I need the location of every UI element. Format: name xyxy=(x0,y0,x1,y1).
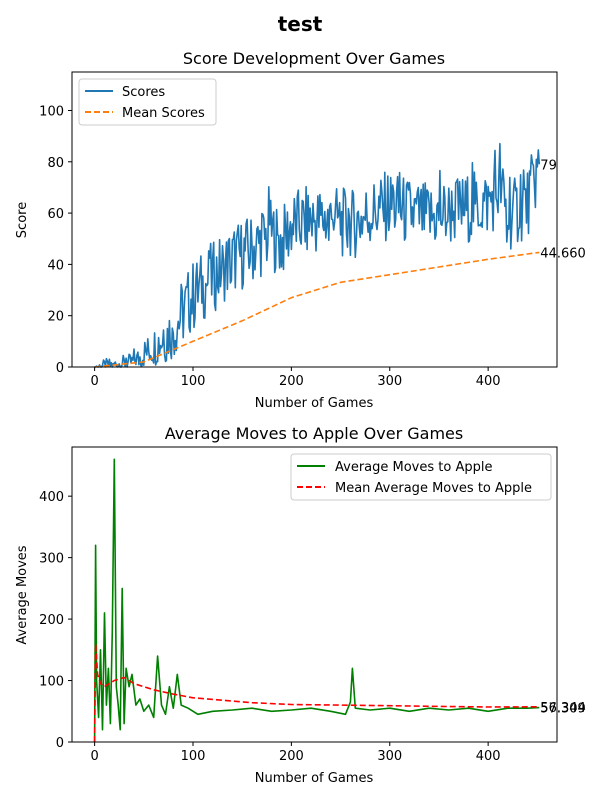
series-line-mean-scores xyxy=(94,251,540,368)
series-layer xyxy=(93,458,540,743)
series-line-average-moves-to-apple xyxy=(93,458,540,743)
legend-box xyxy=(290,453,552,501)
y-tick-label: 0 xyxy=(56,736,64,751)
y-axis-label: Average Moves xyxy=(15,545,30,644)
x-tick-label: 400 xyxy=(476,749,501,764)
y-tick-label: 100 xyxy=(39,675,64,690)
series-line-mean-average-moves-to-apple xyxy=(93,642,540,743)
x-tick-label: 300 xyxy=(377,749,402,764)
y-tick-label: 400 xyxy=(39,490,64,505)
x-tick-label: 300 xyxy=(377,374,402,389)
x-tick-label: 100 xyxy=(181,749,206,764)
end-value-label-average-moves-to-apple: 57.309 xyxy=(540,702,586,717)
y-tick-label: 200 xyxy=(39,613,64,628)
y-tick-label: 80 xyxy=(47,156,64,171)
average-moves-chart: Average Moves to Apple Over Games 0 100 20… xyxy=(15,424,586,786)
series-layer xyxy=(94,142,541,368)
x-tick-label: 200 xyxy=(279,749,304,764)
legend-label-mean-scores: Mean Scores xyxy=(122,106,205,121)
end-value-label-scores: 79 xyxy=(540,158,557,173)
legend-label-scores: Scores xyxy=(122,85,165,100)
x-tick-label: 100 xyxy=(181,374,206,389)
y-tick-label: 40 xyxy=(47,258,64,273)
x-tick-label: 0 xyxy=(90,374,98,389)
x-tick-label: 400 xyxy=(476,374,501,389)
ticks-layer: 0 100 200 300 400 0 20 40 60 80 100 xyxy=(39,104,500,389)
legend-box xyxy=(78,78,217,126)
x-tick-label: 0 xyxy=(90,749,98,764)
y-axis-label: Score xyxy=(15,202,30,238)
end-value-label-mean-scores: 44.660 xyxy=(540,246,586,261)
series-line-scores xyxy=(94,142,541,368)
end-value-label-mean-average-moves-to-apple: 56.344 xyxy=(540,701,586,716)
y-tick-label: 20 xyxy=(47,310,64,325)
ticks-layer: 0 100 200 300 400 0 100 200 300 400 xyxy=(39,490,500,764)
legend: Average Moves to Apple Mean Average Move… xyxy=(290,453,552,501)
y-tick-label: 60 xyxy=(47,207,64,222)
plot-frame xyxy=(71,71,558,368)
x-tick-label: 200 xyxy=(279,374,304,389)
legend-label-mean-average-moves: Mean Average Moves to Apple xyxy=(335,481,532,496)
y-tick-label: 100 xyxy=(39,104,64,119)
y-tick-label: 300 xyxy=(39,552,64,567)
plot-frame xyxy=(71,446,558,743)
x-axis-label: Number of Games xyxy=(255,396,374,411)
legend: Scores Mean Scores xyxy=(78,78,217,126)
chart-title: Average Moves to Apple Over Games xyxy=(165,424,463,443)
chart-title: Score Development Over Games xyxy=(183,49,445,68)
figure-suptitle: test xyxy=(278,12,323,36)
end-labels: 79 44.660 xyxy=(540,158,586,261)
legend-label-average-moves: Average Moves to Apple xyxy=(335,460,492,475)
score-development-chart: Score Development Over Games 0 100 200 300 4… xyxy=(15,49,586,411)
x-axis-label: Number of Games xyxy=(255,771,374,786)
y-tick-label: 0 xyxy=(56,361,64,376)
